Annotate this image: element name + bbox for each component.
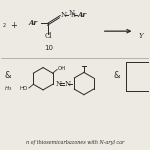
Text: Ar: Ar: [78, 11, 87, 19]
Text: OH: OH: [57, 66, 66, 71]
Text: Ar: Ar: [29, 19, 38, 27]
Text: N: N: [61, 11, 67, 19]
Text: +: +: [11, 21, 18, 30]
Text: HO: HO: [20, 86, 28, 91]
Text: Y: Y: [138, 32, 143, 40]
Text: Cl: Cl: [45, 32, 52, 40]
Text: N: N: [64, 80, 70, 88]
Text: N: N: [69, 9, 75, 17]
Text: H: H: [70, 13, 75, 18]
Text: 10: 10: [44, 45, 53, 51]
Text: n of thiosemicarbazones with N-aryl car: n of thiosemicarbazones with N-aryl car: [26, 140, 124, 145]
Text: &: &: [113, 70, 120, 80]
Text: $_2$: $_2$: [2, 22, 7, 30]
Text: &: &: [5, 70, 11, 80]
Text: $H_3$: $H_3$: [4, 84, 12, 93]
Text: N: N: [56, 80, 62, 88]
